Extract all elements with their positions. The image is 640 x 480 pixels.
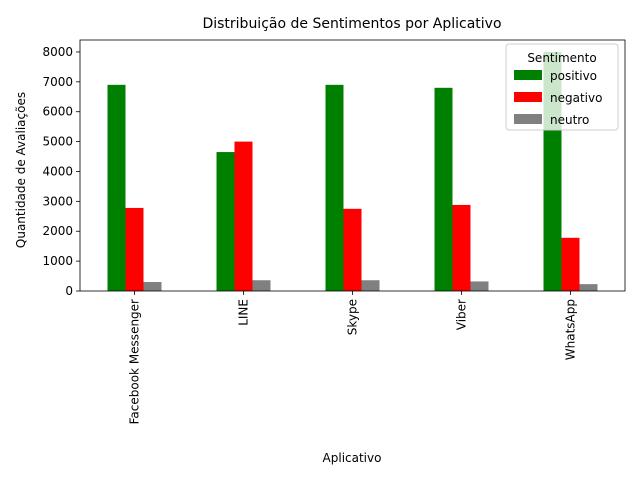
x-tick-label: Viber <box>455 299 469 330</box>
x-tick-label: WhatsApp <box>564 299 578 360</box>
bar-positivo-line <box>216 152 235 291</box>
legend-label-neutro: neutro <box>550 113 589 127</box>
x-tick-label: Facebook Messenger <box>128 299 142 424</box>
y-tick-label: 6000 <box>42 105 73 119</box>
y-tick-label: 0 <box>65 284 73 298</box>
y-tick-label: 4000 <box>42 164 73 178</box>
y-tick-label: 1000 <box>42 254 73 268</box>
bar-negativo-facebook-messenger <box>125 207 144 291</box>
bar-neutro-skype <box>361 280 380 291</box>
legend-label-negativo: negativo <box>550 91 602 105</box>
legend-box <box>505 43 619 131</box>
legend-swatch-negativo <box>514 92 542 102</box>
y-tick-label: 7000 <box>42 75 73 89</box>
bar-negativo-skype <box>343 208 362 291</box>
legend-swatch-positivo <box>514 70 542 80</box>
y-tick-label: 8000 <box>42 45 73 59</box>
legend-title: Sentimento <box>527 51 596 65</box>
bar-positivo-skype <box>325 84 344 291</box>
bar-neutro-whatsapp <box>579 284 598 291</box>
plot-area: 0 1000 2000 3000 4000 5000 6000 7000 8000 Faceboo… <box>42 39 626 424</box>
bar-negativo-line <box>234 141 253 291</box>
bar-positivo-viber <box>434 87 453 291</box>
x-axis-title: Aplicativo <box>323 451 382 465</box>
y-tick-label: 3000 <box>42 194 73 208</box>
legend-label-positivo: positivo <box>550 69 597 83</box>
y-tick-label: 5000 <box>42 135 73 149</box>
bar-neutro-facebook-messenger <box>143 282 162 291</box>
legend-swatch-neutro <box>514 114 542 124</box>
x-tick-label: LINE <box>237 299 251 326</box>
x-tick-label: Skype <box>346 299 360 335</box>
legend: Sentimento positivo negativo neutro <box>505 43 619 131</box>
bar-positivo-facebook-messenger <box>107 84 126 291</box>
y-tick-label: 2000 <box>42 224 73 238</box>
chart-title: Distribuição de Sentimentos por Aplicati… <box>202 16 501 32</box>
bar-neutro-line <box>252 280 271 291</box>
plot-frame <box>79 39 626 292</box>
bar-negativo-whatsapp <box>561 237 580 291</box>
y-axis-title: Quantidade de Avaliações <box>14 92 28 248</box>
bar-negativo-viber <box>452 204 471 291</box>
bar-neutro-viber <box>470 281 489 291</box>
